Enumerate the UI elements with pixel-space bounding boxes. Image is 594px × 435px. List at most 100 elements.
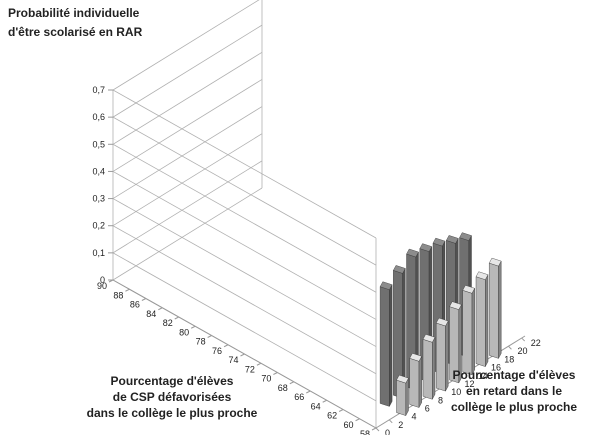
- bar-front-face: [489, 262, 499, 359]
- z-tick-label: 0,5: [92, 139, 105, 149]
- gridline-back-wall: [112, 24, 263, 118]
- width-tick-label: 2: [398, 420, 403, 430]
- width-tick-mark: [521, 337, 526, 342]
- depth-tick-mark: [371, 427, 377, 431]
- width-tick-label: 0: [385, 428, 390, 435]
- z-tick-label: 0,2: [92, 221, 105, 231]
- width-tick-label: 4: [411, 412, 416, 422]
- depth-tick-mark: [108, 279, 114, 283]
- depth-tick-label: 84: [146, 309, 156, 319]
- depth-axis-title-line-3: dans le collège le plus proche: [86, 406, 258, 420]
- width-tick-label: 22: [531, 338, 541, 348]
- depth-tick-mark: [190, 325, 196, 329]
- depth-tick-label: 80: [179, 327, 189, 337]
- bar-side-face: [471, 288, 475, 375]
- width-tick-mark: [375, 427, 380, 432]
- gridline-back-wall: [112, 0, 260, 91]
- bar: [422, 334, 436, 400]
- depth-tick-label: 88: [113, 290, 123, 300]
- width-tick-mark: [388, 419, 393, 424]
- depth-tick-mark: [256, 362, 262, 366]
- width-axis-title: Pourcentage d'élèves en retard dans le c…: [438, 367, 590, 415]
- bar-front-face: [422, 339, 433, 400]
- z-tick-label: 0,3: [92, 194, 105, 204]
- bar: [488, 257, 502, 359]
- depth-tick-label: 86: [130, 300, 140, 310]
- depth-tick-mark: [322, 399, 327, 403]
- bar-side-face: [405, 378, 409, 416]
- depth-tick-label: 58: [360, 429, 370, 435]
- width-tick-label: 12: [464, 379, 474, 389]
- z-tick-label: 0,7: [92, 85, 105, 95]
- gridline-back-wall: [112, 133, 263, 227]
- bar-top-face: [379, 281, 393, 290]
- bar-top-face: [422, 334, 436, 343]
- z-tick-label: 0,1: [92, 248, 105, 258]
- gridline-back-wall: [112, 106, 263, 199]
- depth-axis-title-line-1: Pourcentage d'élèves: [110, 374, 234, 388]
- depth-tick-label: 68: [278, 383, 288, 393]
- depth-tick-mark: [289, 381, 295, 385]
- bar: [379, 281, 393, 407]
- depth-tick-mark: [306, 390, 311, 394]
- depth-tick-mark: [223, 344, 229, 348]
- depth-axis-title-line-2: de CSP défavorisées: [112, 390, 232, 404]
- depth-tick-label: 76: [212, 346, 222, 356]
- z-tick-label: 0: [100, 275, 105, 285]
- depth-tick-label: 60: [344, 420, 354, 430]
- back-walls: [112, 0, 377, 429]
- bar-top-face: [393, 265, 406, 274]
- depth-tick-label: 74: [228, 355, 238, 365]
- z-axis-title-line-2: d'être scolarisé en RAR: [8, 25, 143, 39]
- bar-front-face: [475, 276, 486, 367]
- depth-tick-label: 90: [97, 281, 107, 291]
- bar: [449, 301, 462, 384]
- bar-side-face: [498, 261, 502, 359]
- width-axis-title-line-1: Pourcentage d'élèves: [452, 368, 576, 382]
- bar: [462, 285, 475, 376]
- gridline-back-wall: [112, 79, 263, 172]
- depth-tick-label: 72: [245, 364, 255, 374]
- depth-tick-label: 66: [294, 392, 304, 402]
- gridline-back-wall: [112, 160, 263, 254]
- bar-front-face: [409, 358, 420, 408]
- depth-axis-title: Pourcentage d'élèves de CSP défavorisées…: [62, 373, 282, 421]
- bar: [435, 317, 449, 392]
- bar-front-face: [379, 286, 390, 407]
- depth-tick-label: 70: [261, 374, 271, 384]
- bars: [379, 232, 502, 416]
- bar-top-face: [459, 232, 472, 241]
- width-tick-label: 18: [504, 354, 514, 364]
- depth-tick-mark: [207, 335, 212, 338]
- gridline-left-wall: [112, 116, 377, 266]
- bar-side-face: [485, 274, 489, 367]
- depth-tick-label: 78: [196, 337, 206, 347]
- gridline-left-wall: [112, 198, 377, 347]
- bar: [396, 374, 409, 416]
- bar-top-face: [475, 271, 489, 280]
- depth-tick-mark: [355, 418, 360, 422]
- z-tick-label: 0,4: [92, 166, 105, 176]
- depth-axis: 90 88 86 84 82 80 78 76 74 72 70 68 66 64 62 60 58: [97, 279, 377, 435]
- width-tick-label: 10: [451, 387, 461, 397]
- bar-top-face: [432, 237, 446, 247]
- bar-side-face: [432, 337, 436, 400]
- width-tick-label: 8: [438, 395, 443, 405]
- depth-tick-mark: [158, 307, 163, 311]
- bar-top-face: [446, 235, 459, 244]
- gridline-left-wall: [112, 171, 377, 320]
- z-axis: 0 0,1 0,2 0,3 0,4 0,5 0,6 0,7: [92, 85, 113, 285]
- width-tick-label: 20: [517, 346, 527, 356]
- bar-front-face: [396, 379, 406, 416]
- width-tick-mark: [508, 345, 512, 350]
- depth-tick-mark: [125, 288, 130, 292]
- z-tick-label: 0,6: [92, 112, 105, 122]
- bar-top-face: [449, 301, 462, 310]
- gridline-left-wall: [112, 225, 377, 375]
- gridline-back-wall: [112, 187, 263, 281]
- bar-top-face: [488, 257, 502, 267]
- gridline-back-wall: [112, 51, 263, 145]
- gridline-left-wall: [112, 252, 377, 402]
- width-tick-label: 14: [478, 371, 488, 381]
